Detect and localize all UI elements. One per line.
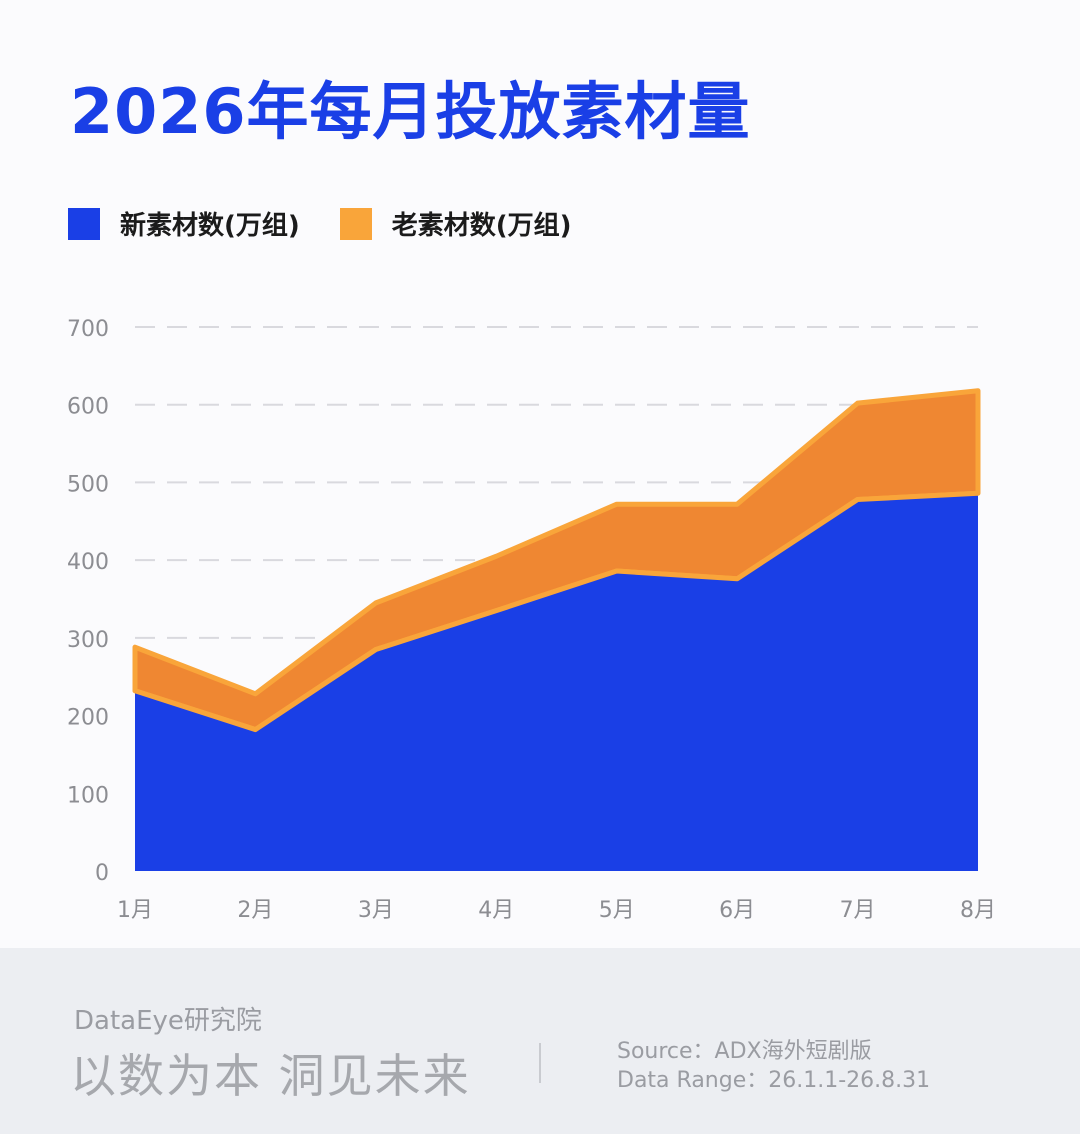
y-axis-ticks: 0 100 200 300 400 500 600 700 [67, 317, 109, 886]
legend-label-new: 新素材数(万组) [120, 211, 300, 241]
y-tick-label: 300 [67, 628, 109, 653]
source-block: Source：ADX海外短剧版 Data Range：26.1.1-26.8.3… [617, 1038, 930, 1095]
page-title: 2026年每月投放素材量 [70, 75, 751, 148]
y-tick-label: 200 [67, 706, 109, 731]
x-tick-label: 3月 [358, 898, 394, 923]
data-range-text: Data Range：26.1.1-26.8.31 [617, 1067, 931, 1093]
x-axis-ticks: 1月 2月 3月 4月 5月 6月 7月 8月 [117, 898, 996, 923]
legend-label-old: 老素材数(万组) [391, 211, 572, 241]
y-tick-label: 400 [67, 550, 109, 575]
area-new-materials [135, 493, 978, 871]
x-tick-label: 1月 [117, 898, 153, 923]
y-tick-label: 700 [67, 317, 109, 342]
x-tick-label: 8月 [960, 898, 996, 923]
brand-name: DataEye研究院 [74, 1006, 262, 1036]
slogan: 以数为本 洞见未来 [70, 1049, 471, 1103]
source-text: Source：ADX海外短剧版 [617, 1039, 872, 1064]
legend-item-new-materials[interactable]: 新素材数(万组) [68, 205, 300, 242]
y-tick-label: 600 [67, 395, 109, 420]
x-tick-label: 6月 [719, 898, 755, 923]
y-tick-label: 100 [67, 783, 109, 808]
chart-legend: 新素材数(万组) 老素材数(万组) [68, 205, 612, 242]
x-tick-label: 5月 [599, 898, 635, 923]
footer: DataEye研究院 以数为本 洞见未来 Source：ADX海外短剧版 Dat… [0, 948, 1080, 1134]
legend-swatch-old [339, 207, 372, 240]
legend-swatch-new [68, 207, 100, 240]
footer-divider [539, 1043, 541, 1083]
x-tick-label: 4月 [478, 898, 514, 923]
y-tick-label: 500 [67, 472, 109, 497]
series-boundary-line [134, 490, 979, 733]
y-tick-label: 0 [95, 861, 109, 886]
legend-item-old-materials[interactable]: 老素材数(万组) [339, 205, 572, 242]
stacked-area-chart: 0 100 200 300 400 500 600 700 1月 2月 3月 4月 5月 6月 7月 8月 [67, 317, 996, 923]
x-tick-label: 7月 [840, 898, 876, 923]
chart-areas [132, 388, 981, 871]
x-tick-label: 2月 [237, 898, 273, 923]
